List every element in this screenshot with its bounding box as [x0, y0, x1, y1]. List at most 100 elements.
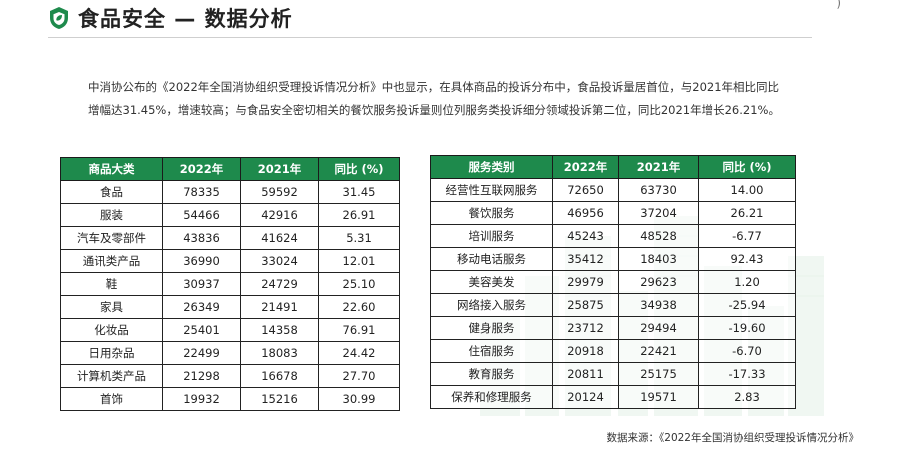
table-cell: 网络接入服务: [430, 293, 553, 317]
table-cell: 培训服务: [430, 224, 553, 248]
table-cell: 食品: [60, 180, 163, 204]
table-cell: 78335: [162, 180, 241, 204]
table-cell: 14358: [240, 318, 319, 342]
column-header: 2021年: [618, 155, 699, 179]
table-row: 教育服务 20811 25175 -17.33: [430, 362, 796, 386]
table-row: 日用杂品 22499 18083 24.42: [60, 341, 400, 365]
table-cell: 45243: [552, 224, 619, 248]
table-row: 家具 26349 21491 22.60: [60, 295, 400, 319]
table-cell: 92.43: [698, 247, 796, 271]
table-cell: 30937: [162, 272, 241, 296]
table-cell: 18083: [240, 341, 319, 365]
column-header: 同比 (%): [318, 157, 400, 181]
table-cell: 29623: [618, 270, 699, 294]
column-header: 商品大类: [60, 157, 163, 181]
table-cell: 通讯类产品: [60, 249, 163, 273]
table-cell: 42916: [240, 203, 319, 227]
table-cell: 43836: [162, 226, 241, 250]
table-cell: 22499: [162, 341, 241, 365]
table-cell: 2.83: [698, 385, 796, 409]
table-cell: 5.31: [318, 226, 400, 250]
table-cell: 经营性互联网服务: [430, 178, 553, 202]
food-safety-shield-icon: [50, 7, 68, 29]
table-cell: 家具: [60, 295, 163, 319]
table-row: 首饰 19932 15216 30.99: [60, 387, 400, 411]
table-row: 网络接入服务 25875 34938 -25.94: [430, 293, 796, 317]
table-cell: 24.42: [318, 341, 400, 365]
table-row: 食品 78335 59592 31.45: [60, 180, 400, 204]
table-cell: 25175: [618, 362, 699, 386]
table-cell: 22.60: [318, 295, 400, 319]
table-cell: 22421: [618, 339, 699, 363]
table-cell: 26.91: [318, 203, 400, 227]
table-cell: 37204: [618, 201, 699, 225]
table-cell: -19.60: [698, 316, 796, 340]
table-cell: 31.45: [318, 180, 400, 204]
corner-mark: ): [836, 0, 841, 10]
table-cell: -17.33: [698, 362, 796, 386]
table-row: 服装 54466 42916 26.91: [60, 203, 400, 227]
table-cell: -25.94: [698, 293, 796, 317]
table-row: 餐饮服务 46956 37204 26.21: [430, 201, 796, 225]
table-cell: 19571: [618, 385, 699, 409]
table-cell: 63730: [618, 178, 699, 202]
table-row: 通讯类产品 36990 33024 12.01: [60, 249, 400, 273]
service-complaint-table: 服务类别 2022年 2021年 同比 (%) 经营性互联网服务 72650 63730 1…: [430, 155, 796, 409]
table-cell: 23712: [552, 316, 619, 340]
column-header: 服务类别: [430, 155, 553, 179]
table-cell: 20811: [552, 362, 619, 386]
table-cell: 餐饮服务: [430, 201, 553, 225]
table-row: 移动电话服务 35412 18403 92.43: [430, 247, 796, 271]
title-divider: [48, 37, 812, 38]
intro-paragraph: 中消协公布的《2022年全国消协组织受理投诉情况分析》中也显示，在具体商品的投诉…: [88, 79, 780, 117]
table-cell: 健身服务: [430, 316, 553, 340]
table-cell: 24729: [240, 272, 319, 296]
table-cell: 服装: [60, 203, 163, 227]
goods-complaint-table: 商品大类 2022年 2021年 同比 (%) 食品 78335 59592 31.45 服装…: [60, 157, 400, 411]
column-header: 2022年: [552, 155, 619, 179]
table-row: 鞋 30937 24729 25.10: [60, 272, 400, 296]
table-row: 计算机类产品 21298 16678 27.70: [60, 364, 400, 388]
table-cell: 26.21: [698, 201, 796, 225]
table-cell: 20918: [552, 339, 619, 363]
table-cell: 33024: [240, 249, 319, 273]
table-cell: 29979: [552, 270, 619, 294]
table-cell: 41624: [240, 226, 319, 250]
table-cell: 36990: [162, 249, 241, 273]
table-cell: -6.70: [698, 339, 796, 363]
table-row: 汽车及零部件 43836 41624 5.31: [60, 226, 400, 250]
table-cell: 25.10: [318, 272, 400, 296]
table-row: 化妆品 25401 14358 76.91: [60, 318, 400, 342]
table-cell: 移动电话服务: [430, 247, 553, 271]
table-cell: 19932: [162, 387, 241, 411]
table-header-row: 商品大类 2022年 2021年 同比 (%): [60, 157, 400, 181]
table-cell: 27.70: [318, 364, 400, 388]
table-cell: 72650: [552, 178, 619, 202]
table-row: 培训服务 45243 48528 -6.77: [430, 224, 796, 248]
column-header: 2022年: [162, 157, 241, 181]
table-cell: 计算机类产品: [60, 364, 163, 388]
table-cell: 21298: [162, 364, 241, 388]
table-cell: 12.01: [318, 249, 400, 273]
table-cell: 48528: [618, 224, 699, 248]
table-cell: 教育服务: [430, 362, 553, 386]
column-header: 同比 (%): [698, 155, 796, 179]
table-cell: 30.99: [318, 387, 400, 411]
table-cell: 15216: [240, 387, 319, 411]
table-row: 住宿服务 20918 22421 -6.70: [430, 339, 796, 363]
table-cell: 美容美发: [430, 270, 553, 294]
column-header: 2021年: [240, 157, 319, 181]
table-cell: 34938: [618, 293, 699, 317]
table-cell: 首饰: [60, 387, 163, 411]
table-cell: 汽车及零部件: [60, 226, 163, 250]
table-cell: 26349: [162, 295, 241, 319]
table-cell: 25401: [162, 318, 241, 342]
table-cell: 20124: [552, 385, 619, 409]
table-cell: 住宿服务: [430, 339, 553, 363]
table-cell: 保养和修理服务: [430, 385, 553, 409]
table-cell: 14.00: [698, 178, 796, 202]
table-cell: 46956: [552, 201, 619, 225]
data-source-note: 数据来源：《2022年全国消协组织受理投诉情况分析》: [606, 432, 859, 444]
table-row: 美容美发 29979 29623 1.20: [430, 270, 796, 294]
table-cell: 29494: [618, 316, 699, 340]
